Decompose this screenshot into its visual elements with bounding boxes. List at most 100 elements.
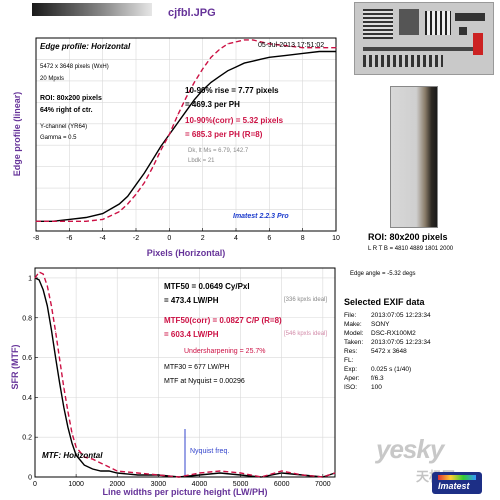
data-point	[71, 432, 73, 434]
data-point	[46, 305, 48, 307]
data-point	[193, 82, 195, 83]
edge-dims: 5472 x 3648 pixels (WxH)	[40, 64, 109, 70]
data-point	[52, 220, 54, 222]
data-point	[63, 387, 65, 388]
y-tick-label: 0	[28, 475, 32, 482]
data-point	[59, 383, 61, 384]
y-tick-label: 1	[28, 275, 32, 282]
edge-angle: Edge angle = -5.32 degs	[350, 271, 416, 277]
logo-text: Imatest	[438, 481, 470, 491]
data-point	[285, 55, 287, 56]
data-point	[75, 454, 77, 456]
x-tick-label: 6	[267, 235, 271, 242]
data-point	[116, 472, 118, 474]
data-point	[127, 195, 129, 197]
data-point	[137, 474, 139, 476]
data-point	[83, 464, 85, 466]
x-tick-label: 6000	[274, 481, 290, 488]
exif-row: Taken: 2013:07:05 12:23:34	[344, 339, 431, 346]
data-point	[67, 426, 69, 428]
y-tick-label: 0.2	[22, 435, 32, 442]
data-point	[252, 60, 254, 62]
data-point	[92, 468, 93, 470]
x-tick-label: 4	[234, 235, 238, 242]
edge-ylabel: Edge profile (linear)	[12, 92, 22, 177]
mtf-nyquist: MTF at Nyquist = 0.00296	[164, 378, 245, 385]
x-tick-label: -2	[133, 235, 139, 242]
data-point	[46, 285, 48, 287]
data-point	[160, 145, 162, 147]
mtf50-line-1: MTF50 = 0.0649 Cy/Pxl	[164, 282, 250, 291]
data-point	[302, 47, 304, 49]
data-point	[260, 58, 262, 60]
x-tick-label: 3000	[151, 481, 167, 488]
edge-channel: Y-channel (YR64)	[40, 124, 88, 130]
data-point	[35, 220, 37, 222]
data-point	[260, 476, 262, 478]
data-point	[301, 474, 303, 476]
x-tick-label: 1000	[68, 481, 84, 488]
data-point	[240, 474, 242, 476]
roi-crop-image	[390, 86, 438, 228]
exif-row: Aper: f/6.3	[344, 375, 384, 382]
mtf50-line-2: = 473.4 LW/PH	[164, 296, 219, 305]
data-point	[235, 66, 237, 68]
data-point	[219, 470, 221, 472]
data-point	[160, 149, 162, 151]
data-point	[137, 472, 139, 474]
exif-row: FL:	[344, 357, 354, 364]
data-point	[135, 193, 137, 195]
yesky-watermark: yesky 天极网 Imatest	[370, 432, 495, 498]
data-point	[199, 474, 200, 476]
data-point	[227, 43, 229, 45]
undersharpening: Undersharpening = 25.7%	[184, 348, 266, 355]
edge-date: 05-Jul-2013 17:51:02	[258, 42, 325, 49]
data-point	[51, 305, 52, 307]
data-point	[55, 331, 56, 333]
x-tick-label: -4	[100, 235, 106, 242]
data-point	[185, 110, 187, 112]
data-point	[335, 51, 337, 52]
data-point	[243, 62, 245, 64]
data-point	[68, 219, 70, 220]
imatest-logo: Imatest	[432, 472, 482, 494]
data-point	[135, 184, 137, 186]
corr-line-1: 10-90%(corr) = 5.32 pixels	[185, 116, 284, 125]
data-point	[199, 472, 200, 474]
data-point	[334, 472, 336, 474]
x-tick-label: -6	[66, 235, 72, 242]
mtf50c-line-2: = 603.4 LW/PH	[164, 330, 219, 339]
exif-row: Model: DSC-RX100M2	[344, 330, 416, 337]
data-point	[110, 215, 112, 217]
data-point	[100, 462, 102, 464]
data-point	[55, 357, 56, 358]
data-point	[227, 70, 229, 72]
rise-line-2: = 469.3 per PH	[185, 100, 240, 109]
ideal-1: [336 kpxls ideal]	[284, 297, 328, 303]
data-point	[202, 68, 204, 70]
mtf-ylabel: SFR (MTF)	[10, 345, 20, 390]
edge-xlabel: Pixels (Horizontal)	[147, 248, 226, 258]
data-point	[318, 47, 320, 49]
data-point	[152, 166, 154, 168]
data-point	[108, 470, 110, 472]
data-point	[243, 39, 245, 41]
x-tick-label: 7000	[315, 481, 331, 488]
data-point	[108, 466, 110, 468]
ideal-2: [546 kpxls ideal]	[284, 331, 328, 337]
data-point	[42, 289, 44, 291]
data-point	[68, 220, 70, 222]
logo-stripe	[438, 475, 476, 480]
data-point	[143, 182, 145, 184]
imatest-version: Imatest 2.2.3 Pro	[233, 213, 289, 220]
exif-row: Res: 5472 x 3648	[344, 348, 407, 355]
data-point	[193, 99, 195, 101]
x-tick-label: 5000	[233, 481, 249, 488]
data-point	[281, 472, 283, 474]
edge-lbdk: Lbdk = 21	[188, 158, 215, 164]
data-point	[202, 89, 204, 91]
nyquist-label: Nyquist freq.	[190, 448, 230, 455]
mtf50c-line-1: MTF50(corr) = 0.0827 C/P (R=8)	[164, 316, 282, 325]
data-point	[335, 47, 337, 49]
mtf-chart: 0 1000 2000 3000 4000 5000 6000 7000 0 0.2 0.4 0.6 0…	[10, 267, 336, 497]
